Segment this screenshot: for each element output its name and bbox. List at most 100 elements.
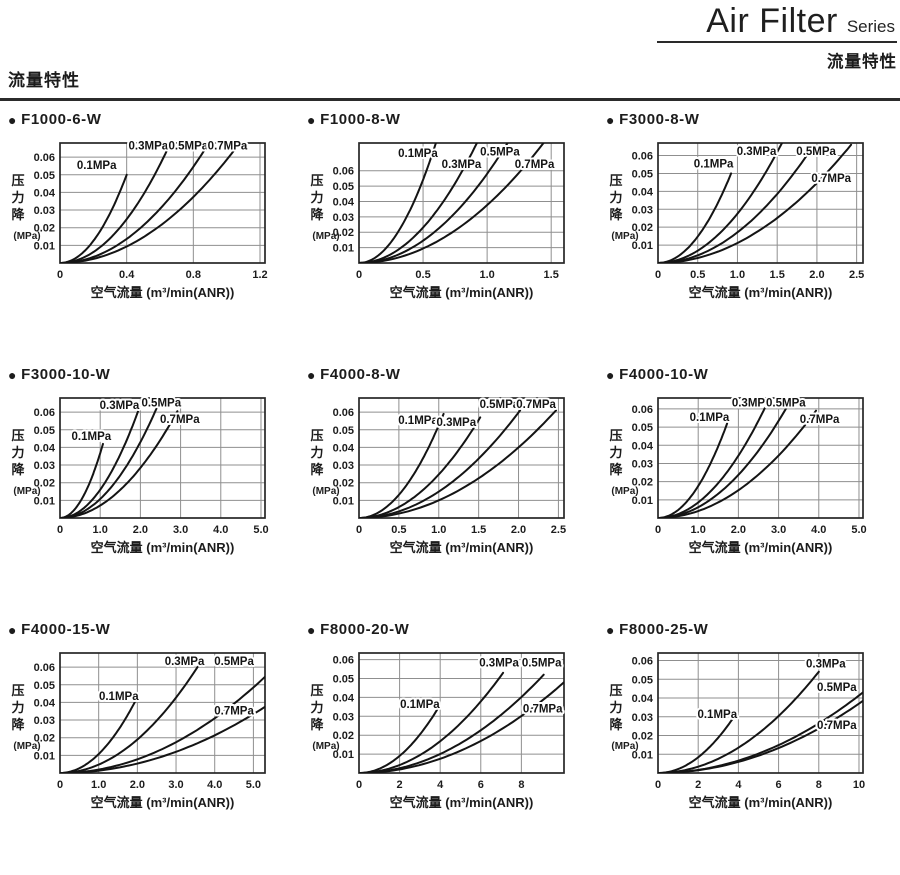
svg-text:0.5MPa: 0.5MPa bbox=[522, 657, 562, 669]
svg-text:0.05: 0.05 bbox=[333, 181, 354, 193]
svg-text:1.0: 1.0 bbox=[431, 524, 446, 536]
svg-text:0.06: 0.06 bbox=[34, 407, 55, 419]
svg-text:0.06: 0.06 bbox=[34, 152, 55, 164]
svg-text:(MPa): (MPa) bbox=[312, 741, 339, 752]
svg-text:0.1MPa: 0.1MPa bbox=[690, 412, 730, 424]
svg-text:0.02: 0.02 bbox=[632, 477, 653, 489]
svg-text:压: 压 bbox=[609, 683, 622, 698]
svg-text:降: 降 bbox=[11, 207, 25, 222]
svg-text:0.1MPa: 0.1MPa bbox=[77, 160, 117, 172]
chart-title: ● F4000-15-W bbox=[2, 620, 301, 639]
svg-text:空气流量 (m³/min(ANR)): 空气流量 (m³/min(ANR)) bbox=[689, 540, 833, 555]
chart-title-text: F3000-8-W bbox=[619, 111, 700, 128]
svg-text:(MPa): (MPa) bbox=[312, 486, 339, 497]
series-label: Series bbox=[846, 17, 895, 36]
svg-text:2: 2 bbox=[695, 779, 701, 791]
svg-text:空气流量 (m³/min(ANR)): 空气流量 (m³/min(ANR)) bbox=[689, 285, 833, 300]
svg-text:降: 降 bbox=[310, 462, 324, 477]
svg-text:0.05: 0.05 bbox=[632, 168, 653, 180]
svg-text:1.5: 1.5 bbox=[544, 269, 559, 281]
chart-title: ● F1000-8-W bbox=[301, 110, 600, 129]
svg-text:0.04: 0.04 bbox=[333, 692, 355, 704]
chart-title-text: F3000-10-W bbox=[21, 366, 111, 383]
bullet-icon: ● bbox=[8, 621, 18, 638]
svg-text:0.7MPa: 0.7MPa bbox=[160, 414, 200, 426]
svg-text:0.05: 0.05 bbox=[34, 170, 55, 182]
svg-text:0.06: 0.06 bbox=[333, 407, 354, 419]
svg-text:压: 压 bbox=[11, 683, 24, 698]
svg-text:1.5: 1.5 bbox=[471, 524, 486, 536]
svg-text:0.1MPa: 0.1MPa bbox=[694, 159, 734, 171]
svg-text:0.5: 0.5 bbox=[391, 524, 406, 536]
chart-title: ● F4000-8-W bbox=[301, 365, 600, 384]
svg-text:空气流量 (m³/min(ANR)): 空气流量 (m³/min(ANR)) bbox=[390, 285, 534, 300]
chart-title-text: F4000-10-W bbox=[619, 366, 709, 383]
svg-text:0.5MPa: 0.5MPa bbox=[141, 397, 181, 409]
svg-text:0.06: 0.06 bbox=[632, 656, 653, 668]
svg-text:力: 力 bbox=[11, 190, 24, 205]
svg-text:2.0: 2.0 bbox=[511, 524, 526, 536]
svg-text:0.03: 0.03 bbox=[632, 204, 653, 216]
svg-text:0.05: 0.05 bbox=[34, 425, 55, 437]
svg-text:0.02: 0.02 bbox=[333, 478, 354, 490]
svg-text:1.0: 1.0 bbox=[93, 524, 108, 536]
svg-text:3.0: 3.0 bbox=[168, 779, 183, 791]
svg-text:0.01: 0.01 bbox=[333, 749, 354, 761]
bullet-icon: ● bbox=[8, 366, 18, 383]
svg-text:0.06: 0.06 bbox=[34, 662, 55, 674]
svg-text:4: 4 bbox=[735, 779, 742, 791]
svg-text:3.0: 3.0 bbox=[771, 524, 786, 536]
svg-text:0.02: 0.02 bbox=[333, 730, 354, 742]
svg-text:4.0: 4.0 bbox=[213, 524, 228, 536]
svg-text:1.0: 1.0 bbox=[91, 779, 106, 791]
svg-text:0.5MPa: 0.5MPa bbox=[817, 682, 857, 694]
svg-text:空气流量 (m³/min(ANR)): 空气流量 (m³/min(ANR)) bbox=[91, 540, 235, 555]
svg-text:0.04: 0.04 bbox=[632, 693, 654, 705]
svg-text:力: 力 bbox=[310, 190, 323, 205]
svg-text:0.06: 0.06 bbox=[632, 404, 653, 416]
chart-title: ● F1000-6-W bbox=[2, 110, 301, 129]
svg-text:空气流量 (m³/min(ANR)): 空气流量 (m³/min(ANR)) bbox=[390, 540, 534, 555]
svg-text:0.05: 0.05 bbox=[632, 674, 653, 686]
svg-text:0: 0 bbox=[356, 779, 362, 791]
svg-text:0.01: 0.01 bbox=[333, 243, 354, 255]
bullet-icon: ● bbox=[606, 111, 616, 128]
svg-text:空气流量 (m³/min(ANR)): 空气流量 (m³/min(ANR)) bbox=[390, 795, 534, 810]
svg-text:空气流量 (m³/min(ANR)): 空气流量 (m³/min(ANR)) bbox=[689, 795, 833, 810]
chart-card: ● F1000-6-W 0.1MPa 0.3MPa 0.5MPa 0.7MPa 0.01… bbox=[2, 110, 301, 365]
svg-text:0.05: 0.05 bbox=[333, 674, 354, 686]
svg-text:0.03: 0.03 bbox=[632, 712, 653, 724]
svg-text:2.0: 2.0 bbox=[731, 524, 746, 536]
svg-text:2.0: 2.0 bbox=[133, 524, 148, 536]
chart-card: ● F4000-10-W 0.1MPa 0.3MPa 0.5MPa 0.7MPa 0.0… bbox=[600, 365, 899, 620]
svg-text:0: 0 bbox=[57, 779, 63, 791]
svg-text:8: 8 bbox=[518, 779, 524, 791]
svg-text:(MPa): (MPa) bbox=[611, 231, 638, 242]
svg-text:0: 0 bbox=[356, 524, 362, 536]
svg-text:降: 降 bbox=[11, 717, 25, 732]
svg-text:力: 力 bbox=[310, 700, 323, 715]
svg-text:0.1MPa: 0.1MPa bbox=[400, 699, 440, 711]
chart-title: ● F8000-20-W bbox=[301, 620, 600, 639]
svg-text:0.03: 0.03 bbox=[632, 458, 653, 470]
svg-text:0.1MPa: 0.1MPa bbox=[72, 431, 112, 443]
svg-text:0.05: 0.05 bbox=[632, 422, 653, 434]
svg-text:力: 力 bbox=[609, 445, 622, 460]
chart-title-text: F4000-8-W bbox=[320, 366, 401, 383]
svg-text:6: 6 bbox=[776, 779, 782, 791]
svg-text:0.3MPa: 0.3MPa bbox=[737, 146, 777, 158]
svg-text:0.7MPa: 0.7MPa bbox=[208, 141, 248, 153]
chart-card: ● F8000-20-W 0.1MPa 0.3MPa 0.5MPa 0.7MPa 0.0… bbox=[301, 620, 600, 875]
svg-text:1.0: 1.0 bbox=[691, 524, 706, 536]
svg-text:0.5MPa: 0.5MPa bbox=[796, 146, 836, 158]
section-heading: 流量特性 bbox=[8, 71, 80, 90]
svg-text:0.3MPa: 0.3MPa bbox=[732, 398, 772, 410]
svg-text:0.04: 0.04 bbox=[34, 442, 56, 454]
svg-text:0.03: 0.03 bbox=[34, 205, 55, 217]
svg-text:0.04: 0.04 bbox=[333, 442, 355, 454]
page-header: Air Filter Series 流量特性 bbox=[657, 4, 897, 72]
page-title: Air Filter bbox=[706, 2, 838, 40]
svg-text:降: 降 bbox=[609, 207, 623, 222]
